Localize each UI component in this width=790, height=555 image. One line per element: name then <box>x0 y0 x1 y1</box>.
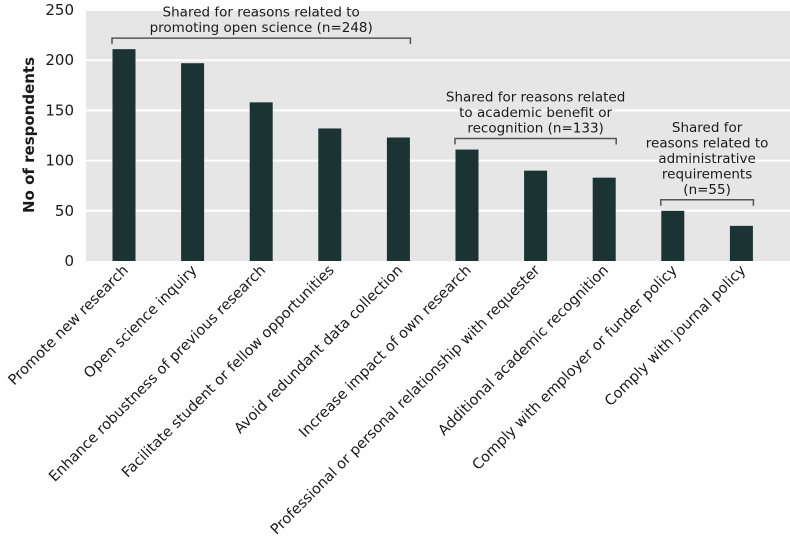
bar <box>455 149 479 261</box>
y-axis-label: No of respondents <box>20 57 38 213</box>
annotation-text: promoting open science (n=248) <box>150 20 373 36</box>
bar <box>249 102 273 261</box>
y-axis-ticks: 0 50 100 150 200 250 <box>45 1 74 270</box>
y-tick-label: 200 <box>45 51 74 69</box>
bracket <box>660 199 755 206</box>
x-tick-label: Open science inquiry <box>81 262 201 382</box>
annotation-text: Shared for reasons related <box>446 90 625 106</box>
annotation-text: Shared for <box>672 120 743 136</box>
y-tick-label: 250 <box>45 1 74 19</box>
bar <box>181 63 205 261</box>
bar <box>661 210 685 261</box>
bar <box>318 128 342 261</box>
bars <box>112 49 753 261</box>
bar <box>729 225 753 261</box>
annotation-text: recognition (n=133) <box>467 121 603 137</box>
annotation-text: requirements <box>662 166 752 182</box>
x-tick-label: Comply with journal policy <box>602 262 749 409</box>
bracket <box>454 137 617 145</box>
annotation-text: to academic benefit or <box>459 105 612 121</box>
annotation-text: (n=55) <box>683 182 731 198</box>
y-tick-label: 0 <box>64 252 74 270</box>
bar <box>386 137 410 261</box>
bar <box>112 49 136 261</box>
x-tick-label: Professional or personal relationship wi… <box>268 262 544 538</box>
bar <box>592 177 616 261</box>
x-tick-label: Promote new research <box>6 263 132 389</box>
bar <box>524 170 548 261</box>
bracket <box>111 37 412 45</box>
annotation-text: Shared for reasons related to <box>163 5 360 21</box>
y-tick-label: 150 <box>45 101 74 119</box>
annotation-text: administrative <box>658 151 756 167</box>
y-tick-label: 50 <box>55 202 74 220</box>
annotation-text: reasons related to <box>646 135 769 151</box>
y-tick-label: 100 <box>45 152 74 170</box>
